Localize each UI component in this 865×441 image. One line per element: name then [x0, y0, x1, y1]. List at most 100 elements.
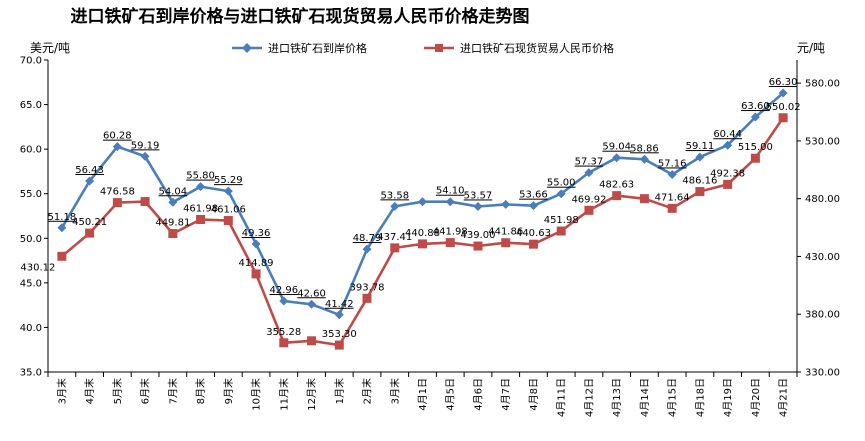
data-label: 53.66	[519, 190, 548, 201]
data-point-cif	[639, 154, 649, 164]
y-left-tick-label: 40.0	[20, 323, 42, 334]
data-point-cif	[362, 244, 372, 254]
data-point-rmb	[473, 241, 483, 251]
data-point-rmb	[112, 198, 122, 208]
y-right-tick-label: 480.00	[805, 194, 840, 205]
data-point-cif	[196, 182, 206, 192]
data-point-rmb	[584, 205, 594, 215]
data-label: 482.63	[599, 180, 634, 191]
y-left-tick-label: 60.0	[20, 145, 42, 156]
data-point-cif	[279, 296, 289, 306]
legend-marker-cif	[242, 43, 252, 53]
data-point-rmb	[362, 293, 372, 303]
data-label: 353.30	[322, 329, 357, 340]
data-label: 471.64	[655, 192, 690, 203]
x-tick-label: 3月末	[55, 378, 68, 404]
data-point-rmb	[307, 336, 317, 346]
data-point-rmb	[279, 338, 289, 348]
data-label: 55.80	[186, 171, 215, 182]
data-point-rmb	[196, 214, 206, 224]
x-tick-label: 2月末	[361, 378, 374, 404]
data-label: 58.86	[630, 143, 659, 154]
data-label: 56.43	[75, 165, 104, 176]
data-point-cif	[750, 112, 760, 122]
data-label: 439.00	[460, 230, 495, 241]
x-tick-label: 4月21日	[778, 378, 790, 417]
x-tick-label: 1月末	[333, 378, 346, 404]
data-point-rmb	[445, 238, 455, 248]
x-tick-label: 9月末	[222, 378, 235, 404]
data-label: 49.36	[242, 228, 271, 239]
legend-label-rmb: 进口铁矿石现货贸易人民币价格	[460, 41, 614, 55]
data-label: 55.00	[547, 178, 576, 189]
data-label: 55.29	[214, 175, 243, 186]
data-point-cif	[584, 168, 594, 178]
x-tick-label: 4月19日	[722, 378, 734, 417]
data-point-rmb	[639, 194, 649, 204]
data-point-cif	[528, 201, 538, 211]
data-label: 461.06	[211, 205, 246, 216]
data-label: 437.41	[377, 232, 412, 243]
data-label: 66.30	[769, 77, 798, 88]
data-label: 430.12	[20, 262, 55, 273]
data-point-rmb	[556, 226, 566, 236]
data-point-cif	[667, 169, 677, 179]
data-label: 57.16	[658, 158, 687, 169]
x-tick-label: 4月7日	[500, 378, 512, 411]
axes: 35.0 40.0 45.0 50.0 55.0 60.0 65.0 70.0 330.00 38…	[20, 56, 840, 418]
y-right-tick-label: 380.00	[805, 310, 840, 321]
data-point-cif	[473, 201, 483, 211]
data-label: 451.98	[544, 215, 579, 226]
x-tick-label: 4月20日	[750, 378, 762, 417]
data-point-rmb	[251, 269, 261, 279]
data-label: 59.19	[131, 140, 160, 151]
data-point-rmb	[223, 216, 233, 226]
data-point-cif	[501, 199, 511, 209]
data-label: 42.60	[297, 288, 326, 299]
y-left-tick-label: 45.0	[20, 278, 42, 289]
data-point-rmb	[612, 191, 622, 201]
data-label: 449.81	[155, 218, 190, 229]
data-point-cif	[723, 140, 733, 150]
x-tick-label: 8月末	[194, 378, 207, 404]
y-left-tick-label: 65.0	[20, 100, 42, 111]
data-label: 441.98	[433, 227, 468, 238]
legend-label-cif: 进口铁矿石到岸价格	[268, 41, 367, 55]
y-right-tick-label: 530.00	[805, 136, 840, 147]
x-tick-label: 11月末	[277, 378, 290, 411]
data-point-cif	[85, 176, 95, 186]
y-left-tick-label: 55.0	[20, 189, 42, 200]
x-tick-label: 4月1日	[417, 378, 429, 411]
data-label: 461.98	[183, 203, 218, 214]
data-point-cif	[695, 152, 705, 162]
data-point-rmb	[390, 243, 400, 253]
y-left-tick-label: 35.0	[20, 368, 42, 379]
data-point-cif	[556, 189, 566, 199]
data-label: 59.04	[602, 142, 631, 153]
y-right-tick-label: 430.00	[805, 252, 840, 263]
x-tick-label: 4月末	[83, 378, 96, 404]
data-label: 60.28	[103, 131, 132, 142]
y-right-tick-label: 580.00	[805, 79, 840, 90]
x-tick-label: 4月13日	[611, 378, 623, 417]
data-point-rmb	[667, 203, 677, 213]
x-tick-label: 4月18日	[694, 378, 706, 417]
x-tick-label: 6月末	[139, 378, 152, 404]
legend: 进口铁矿石到岸价格 进口铁矿石现货贸易人民币价格	[232, 41, 614, 55]
x-tick-label: 12月末	[305, 378, 318, 411]
data-label: 355.28	[266, 327, 301, 338]
data-point-rmb	[778, 113, 788, 123]
data-label: 42.96	[269, 285, 298, 296]
data-point-rmb	[501, 238, 511, 248]
data-label: 469.92	[571, 194, 606, 205]
data-label: 63.60	[741, 101, 770, 112]
data-point-cif	[390, 201, 400, 211]
x-tick-label: 4月12日	[583, 378, 595, 417]
data-point-cif	[778, 88, 788, 98]
data-point-cif	[612, 153, 622, 163]
x-tick-label: 4月6日	[472, 378, 484, 411]
y-right-tick-label: 330.00	[805, 368, 840, 379]
